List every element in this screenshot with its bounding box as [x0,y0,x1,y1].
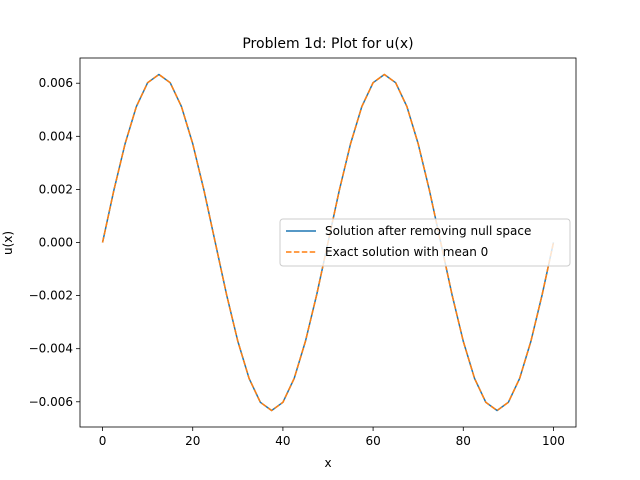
y-tick-label: 0.004 [39,129,73,143]
x-tick-label: 80 [456,434,471,448]
x-tick-label: 60 [365,434,380,448]
legend: Solution after removing null space Exact… [279,218,571,267]
y-tick-label: 0.000 [39,236,73,250]
x-axis: 0 20 40 60 80 100 [99,427,565,448]
y-tick-label: −0.004 [29,342,73,356]
x-tick-label: 100 [542,434,565,448]
legend-label-exact: Exact solution with mean 0 [325,245,488,259]
chart-title: Problem 1d: Plot for u(x) [242,36,413,52]
x-tick-label: 20 [185,434,200,448]
y-tick-label: −0.006 [29,395,73,409]
legend-label-solution: Solution after removing null space [325,224,531,238]
x-tick-label: 0 [99,434,107,448]
legend-box [279,218,571,267]
y-tick-label: −0.002 [29,289,73,303]
y-tick-label: 0.006 [39,76,73,90]
y-axis: −0.006 −0.004 −0.002 0.000 0.002 0.004 0.006 [29,76,80,409]
x-axis-title: x [324,456,331,470]
y-tick-label: 0.002 [39,182,73,196]
x-tick-label: 40 [275,434,290,448]
y-axis-title: u(x) [1,231,15,255]
